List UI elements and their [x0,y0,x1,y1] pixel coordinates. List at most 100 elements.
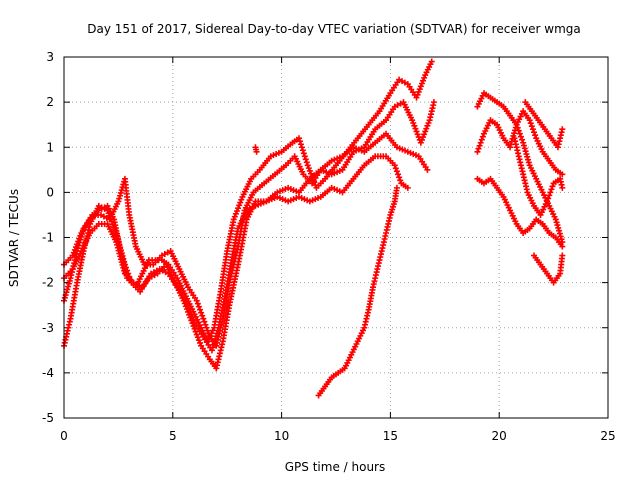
data-point [209,344,216,351]
data-point [559,184,566,191]
data-point [559,171,566,178]
grid-lines [64,57,608,418]
data-point [521,145,528,152]
data-point [548,186,555,193]
data-point [213,330,220,337]
data-point [64,286,71,293]
data-point [524,153,531,160]
data-point [202,321,209,328]
data-point [198,309,205,316]
data-point [421,131,428,138]
data-point [186,306,193,313]
data-point [183,300,190,307]
data-point [195,337,202,344]
data-point [76,239,83,246]
data-point [214,327,221,334]
data-point [230,216,237,223]
data-point [507,144,514,151]
data-point [187,308,194,315]
data-point [298,144,305,151]
data-point [514,124,521,131]
data-point [430,99,437,106]
data-point [523,151,530,158]
data-point [197,306,203,313]
data-point [413,128,420,135]
y-tick-label: -1 [42,231,54,245]
x-tick-labels: 0 5 10 15 20 25 [60,429,615,443]
data-point [552,216,559,223]
y-tick-label: -5 [42,411,54,425]
y-tick-label: -3 [42,321,54,335]
y-tick-label: 2 [46,95,54,109]
y-tick-label: 1 [46,140,54,154]
data-point [529,126,536,133]
data-point [210,341,217,348]
data-point [300,150,307,157]
data-point [185,303,192,310]
data-point [513,121,520,128]
data-point [559,252,566,259]
data-point [545,195,552,202]
data-point [413,94,420,101]
data-point [253,148,260,155]
data-point [522,148,529,155]
data-point [553,219,560,226]
data-series-12 [531,252,566,286]
data-point [555,224,562,231]
data-point [516,130,523,137]
data-series-6 [252,144,260,155]
data-point [237,199,244,206]
data-point [414,131,421,138]
data-point [190,317,197,324]
data-point [109,221,116,228]
data-point [393,168,400,175]
data-point [421,74,428,81]
data-point [511,130,518,137]
data-point [420,77,427,84]
data-point [411,122,418,129]
data-point [235,205,242,212]
data-point [424,122,431,129]
data-point [559,243,566,250]
data-point [297,141,304,148]
data-point [115,198,122,205]
data-point [200,315,207,322]
data-point [396,174,403,181]
data-point [301,153,308,160]
data-point [420,134,427,141]
data-point [425,119,432,126]
data-point [418,80,425,87]
data-point [478,136,485,143]
data-point [526,117,533,124]
data-point [211,338,218,345]
data-point [199,312,206,319]
data-point [397,177,404,184]
data-point [189,314,196,321]
data-point [232,210,239,217]
data-point [208,347,215,354]
data-point [475,145,482,152]
data-point [213,333,220,340]
y-tick-label: 3 [46,50,54,64]
y-tick-label: -2 [42,276,54,290]
data-point [476,142,483,149]
data-point [556,227,563,234]
data-point [557,233,564,240]
plot-frame [63,56,609,419]
data-point [194,334,201,341]
data-point [393,184,400,191]
data-point [546,192,553,199]
y-tick-label: 0 [46,185,54,199]
data-point [519,136,526,143]
data-point [424,166,431,173]
data-point [78,233,85,240]
data-point [414,91,421,98]
data-point [515,127,522,134]
x-tick-label: 5 [169,429,177,443]
data-point [525,156,532,163]
data-point [233,207,240,214]
data-point [203,324,210,331]
data-point [107,215,114,222]
data-series-10 [511,135,566,218]
